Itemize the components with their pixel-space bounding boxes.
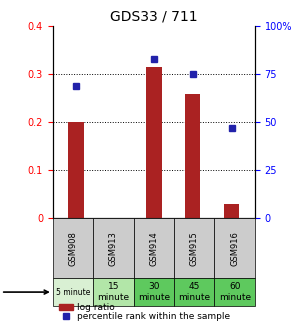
Text: GSM915: GSM915	[190, 231, 199, 266]
Text: GSM914: GSM914	[149, 231, 158, 266]
Text: 45
minute: 45 minute	[178, 283, 210, 302]
Bar	[68, 122, 84, 218]
Bar	[59, 304, 73, 310]
Text: log ratio: log ratio	[77, 302, 115, 312]
FancyBboxPatch shape	[174, 278, 214, 306]
Text: GSM913: GSM913	[109, 231, 118, 266]
FancyBboxPatch shape	[134, 218, 174, 278]
Text: percentile rank within the sample: percentile rank within the sample	[77, 312, 230, 321]
Bar	[146, 67, 162, 218]
Text: GSM916: GSM916	[230, 231, 239, 266]
Bar	[185, 95, 200, 218]
FancyBboxPatch shape	[53, 278, 93, 306]
Bar	[224, 204, 239, 218]
Text: time: time	[0, 287, 48, 297]
FancyBboxPatch shape	[53, 218, 93, 278]
Text: 5 minute: 5 minute	[56, 287, 90, 297]
Text: 15
minute: 15 minute	[97, 283, 130, 302]
Title: GDS33 / 711: GDS33 / 711	[110, 9, 198, 24]
FancyBboxPatch shape	[93, 278, 134, 306]
FancyBboxPatch shape	[174, 218, 214, 278]
FancyBboxPatch shape	[214, 278, 255, 306]
FancyBboxPatch shape	[93, 218, 134, 278]
Text: 60
minute: 60 minute	[219, 283, 251, 302]
FancyBboxPatch shape	[214, 218, 255, 278]
Text: GSM908: GSM908	[69, 231, 77, 266]
FancyBboxPatch shape	[134, 278, 174, 306]
Text: 30
minute: 30 minute	[138, 283, 170, 302]
